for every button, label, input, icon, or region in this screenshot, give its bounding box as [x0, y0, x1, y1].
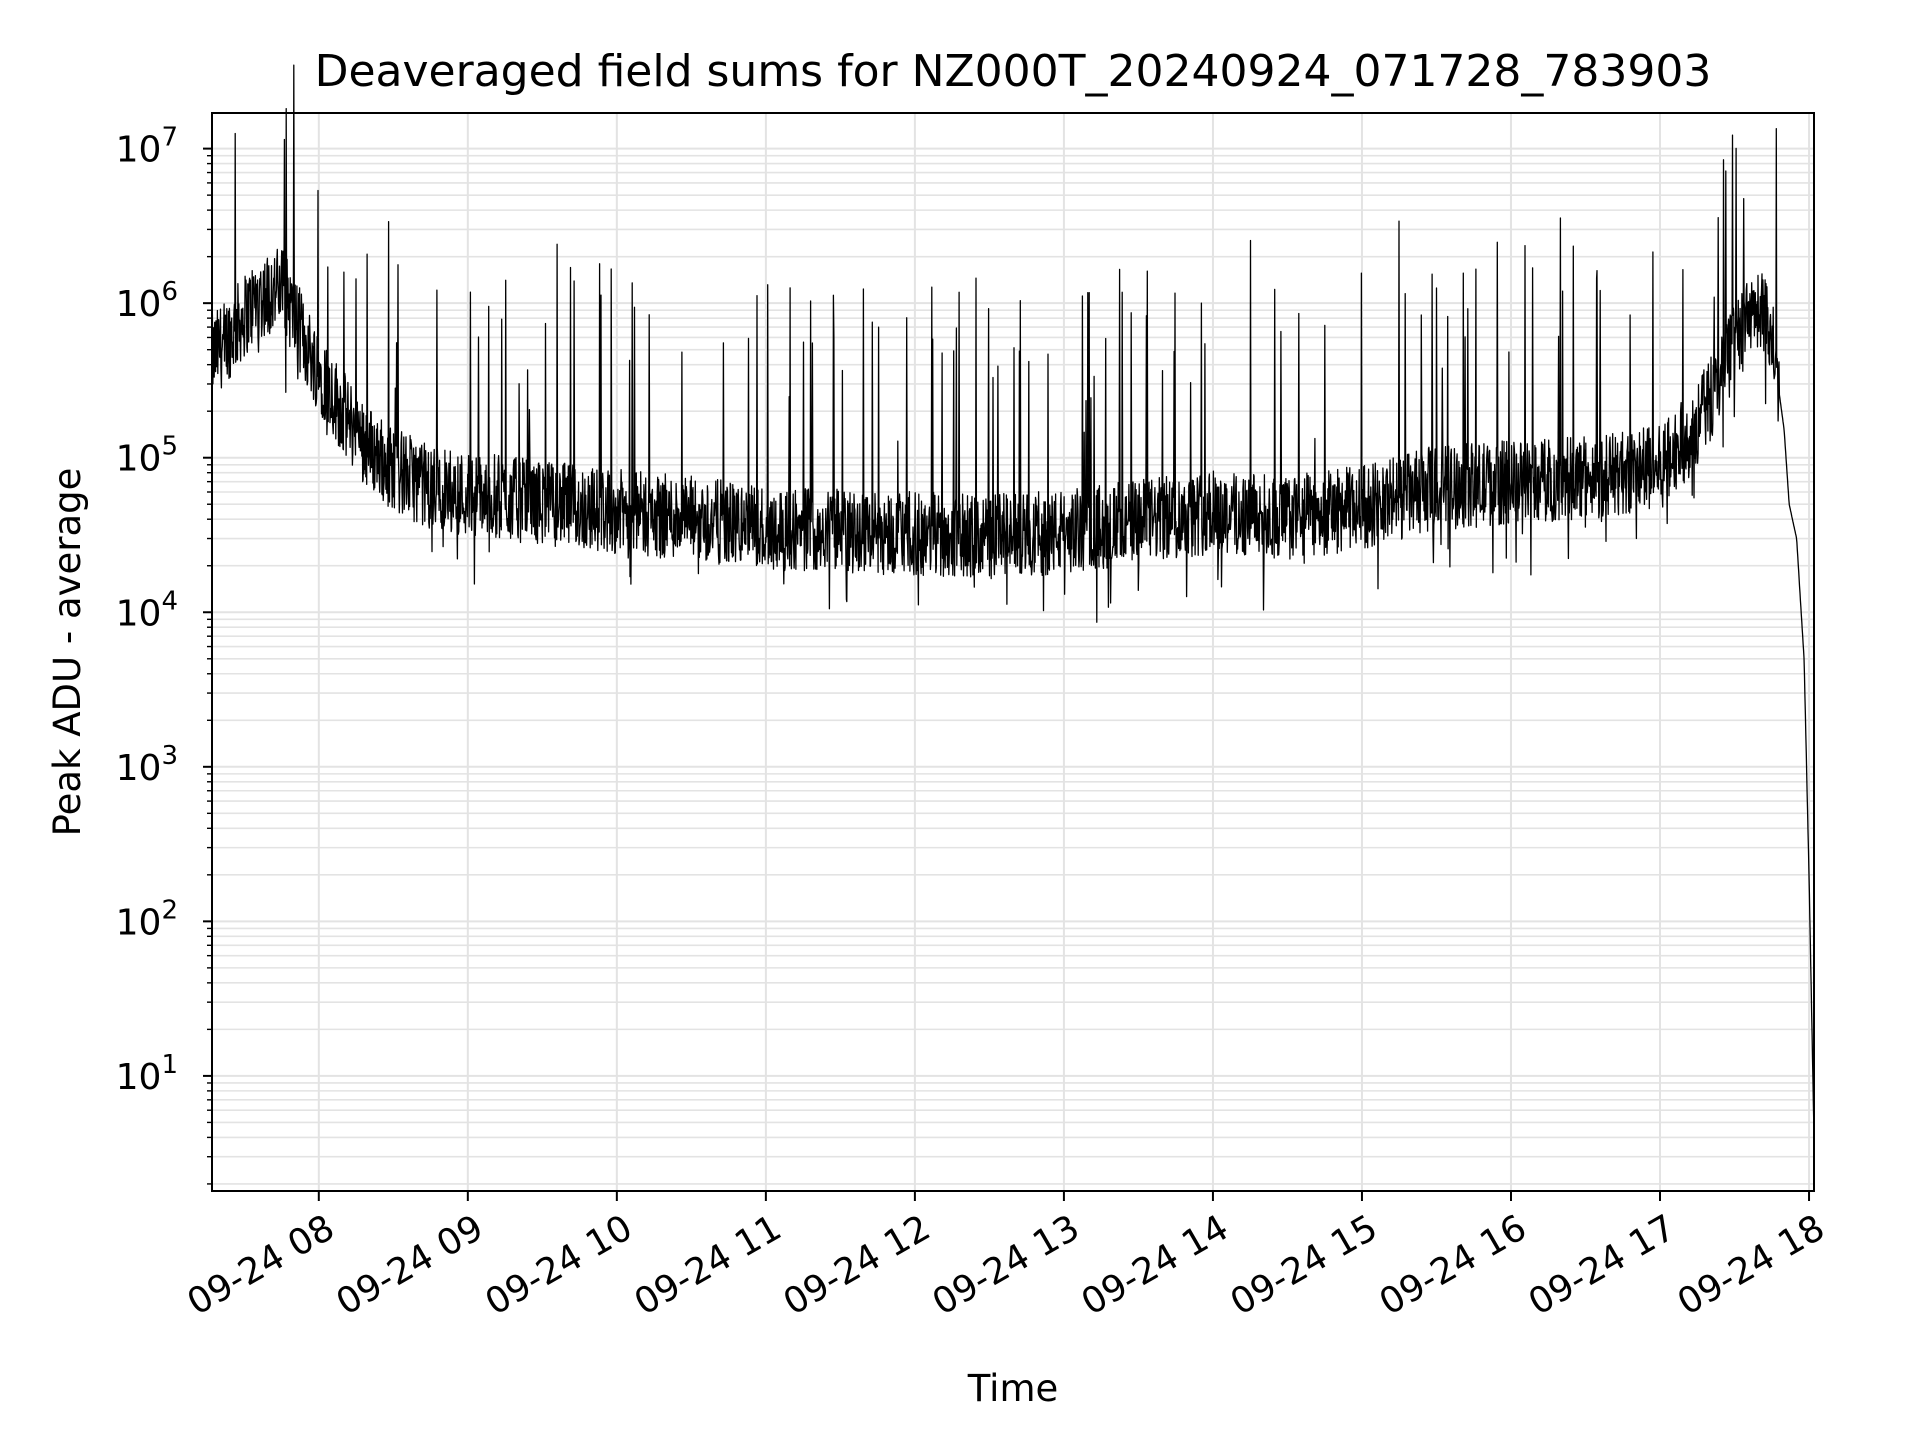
y-tick-label: 102 [116, 895, 178, 943]
chart-title: Deaveraged field sums for NZ000T_2024092… [315, 46, 1712, 97]
plot-frame [211, 112, 1815, 1192]
y-tick-label: 103 [116, 741, 178, 789]
grid [212, 113, 1814, 1191]
y-axis-label: Peak ADU - average [46, 468, 89, 837]
y-tick-label: 106 [116, 277, 178, 325]
y-tick-label: 101 [116, 1050, 178, 1098]
series-line [211, 64, 1815, 1130]
y-tick-label: 105 [116, 432, 178, 480]
x-axis-label: Time [967, 1367, 1059, 1410]
series [211, 64, 1815, 1130]
y-axis-ticks: 101 102 103 104 105 106 107 [116, 123, 212, 1185]
y-tick-label: 104 [116, 586, 178, 634]
y-tick-label: 107 [116, 123, 178, 171]
